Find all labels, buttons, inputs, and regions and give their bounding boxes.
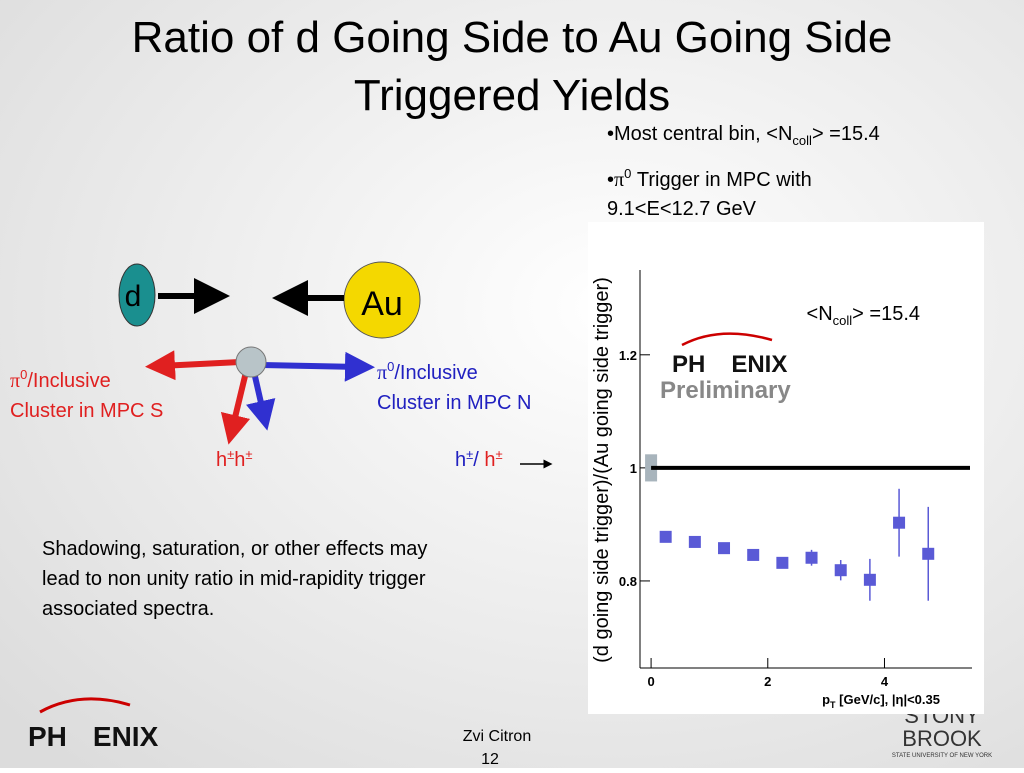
d-shape [118,263,156,327]
bullet: •Most central bin, <Ncoll> =15.4 [607,123,880,148]
point [863,573,876,586]
x-tick-label: 2 [764,674,771,689]
univ: STATE UNIVERSITY OF NEW YORK [892,753,992,759]
arrow [246,371,276,431]
y-tick-label: 1.2 [619,348,637,363]
right-label: π0/Inclusive [377,359,478,384]
arrow [145,350,241,381]
x-tick-label: 0 [647,674,654,689]
paragraph: Shadowing, saturation, or other effects … [42,538,427,560]
arrow [220,371,251,445]
annotation: <Ncoll> =15.4 [807,303,920,328]
d-label: d [125,280,142,313]
watermark: Preliminary [660,377,791,404]
point [805,551,818,564]
au-label: Au [361,285,403,323]
point [893,516,906,529]
point [922,547,935,560]
watermark: PH ENIX [672,351,787,378]
paragraph: lead to non unity ratio in mid-rapidity … [42,568,426,590]
ratio-label: h±/ h± [455,447,503,471]
logo: PH ENIX [28,721,159,752]
paragraph: associated spectra. [42,598,214,620]
pair-label: h±h± [216,447,253,471]
univ: BROOK [902,726,982,751]
point [747,548,760,561]
title: Ratio of d Going Side to Au Going Side [132,13,893,62]
left-label: π0/Inclusive [10,367,111,392]
y-axis-label: (d going side trigger)/(Au going side tr… [591,277,613,663]
x-tick-label: 4 [881,674,889,689]
bullet: •π0 Trigger in MPC with [607,166,812,191]
vertex [235,346,267,378]
point [776,556,789,569]
y-tick-label: 0.8 [619,574,637,589]
y-tick-label: 1 [630,461,637,476]
point [834,564,847,577]
watermark-swoosh [681,332,773,347]
x-axis-label: pT [GeV/c], |η|<0.35 [822,692,940,710]
point [688,535,701,548]
logo-swoosh [39,697,131,714]
bullet: 9.1<E<12.7 GeV [607,198,757,220]
point [718,542,731,555]
title: Triggered Yields [354,71,670,120]
author: Zvi Citron [463,728,531,745]
page-number: 12 [481,751,499,768]
right-label: Cluster in MPC N [377,392,531,414]
point [659,530,672,543]
arrow [261,351,375,382]
left-label: Cluster in MPC S [10,400,163,422]
